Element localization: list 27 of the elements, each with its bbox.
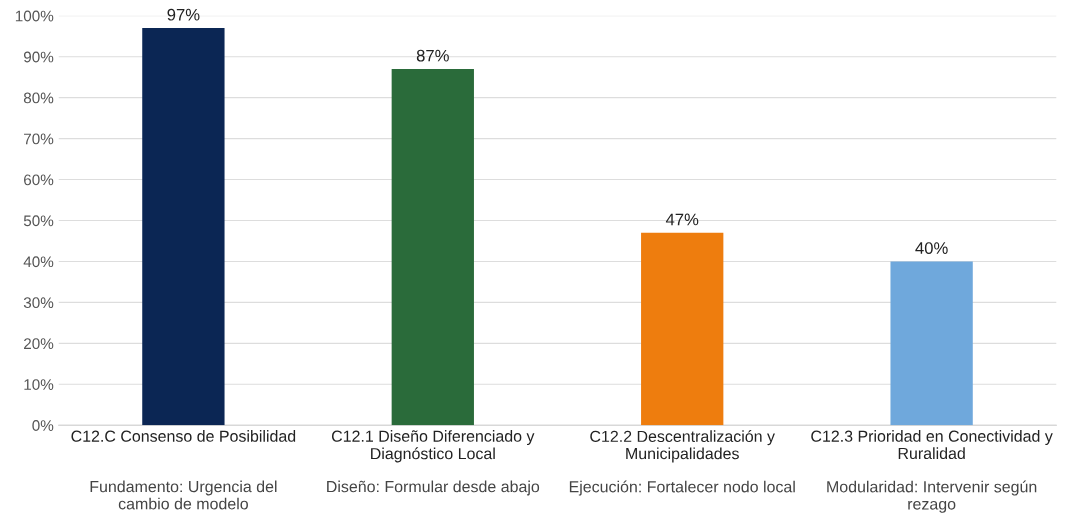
- x-tick-label: C12.2 Descentralización y Municipalidades: [590, 430, 775, 463]
- y-tick-label: 0%: [32, 420, 54, 431]
- y-tick-label: 90%: [23, 51, 54, 63]
- text: Modularidad: Intervenir según rezago: [827, 480, 1037, 513]
- text: Fundamento: Urgencia del cambio de modelo: [90, 480, 277, 510]
- bar: [142, 28, 225, 426]
- y-tick-label: 100%: [15, 10, 54, 22]
- y-tick-label: 50%: [23, 215, 54, 227]
- y-tick-label: 30%: [23, 297, 54, 309]
- data-label: 87%: [416, 49, 449, 62]
- x-tick-label: C12.1 Diseño Diferenciado y Diagnóstico Local: [331, 430, 535, 463]
- text: Diseño: Formular desde abajo: [327, 480, 540, 496]
- bar: [641, 232, 724, 426]
- text: Ejecución: Fortalecer nodo local: [569, 480, 795, 496]
- bar: [890, 261, 973, 426]
- y-tick-label: 70%: [24, 133, 54, 145]
- bar: [391, 68, 474, 426]
- y-tick-label: 60%: [24, 174, 54, 186]
- data-label: 97%: [167, 8, 200, 21]
- data-label: 47%: [665, 213, 699, 226]
- y-tick-label: 80%: [23, 92, 54, 104]
- data-label: 40%: [915, 242, 948, 254]
- y-tick-label: 10%: [24, 379, 54, 390]
- y-tick-label: 20%: [24, 338, 54, 350]
- y-tick-label: 40%: [23, 256, 54, 268]
- x-tick-label: C12.3 Prioridad en Conectividad y Ruralidad: [811, 430, 1053, 460]
- x-tick-label: C12.C Consenso de Posibilidad: [71, 430, 296, 442]
